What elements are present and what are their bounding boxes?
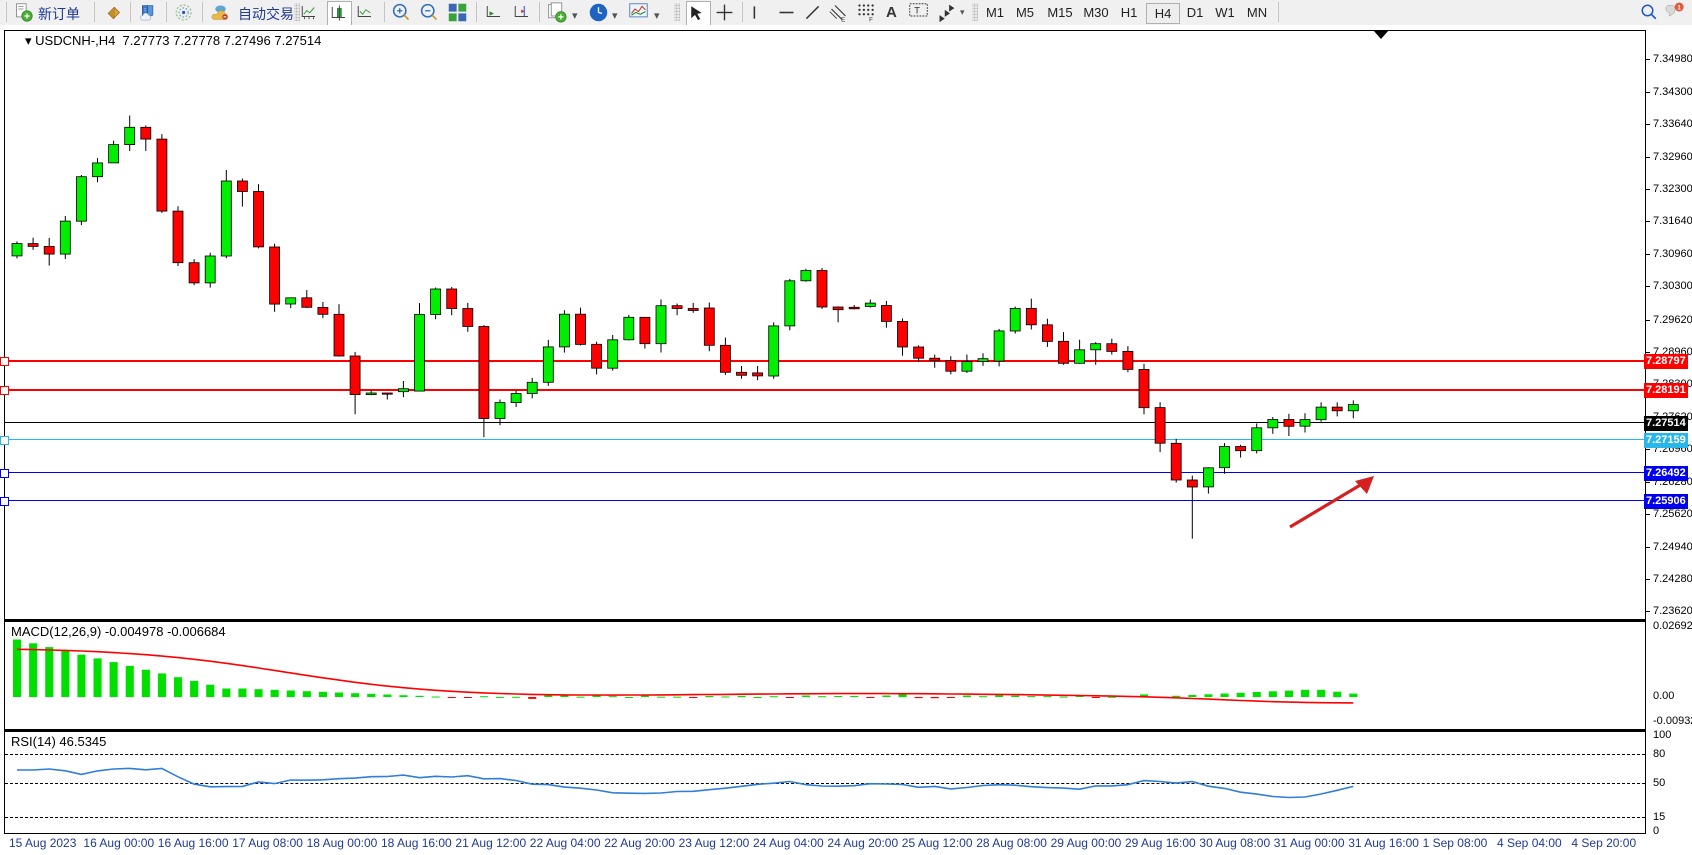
svg-text:F: F xyxy=(869,16,873,23)
svg-text:1: 1 xyxy=(1677,5,1681,12)
svg-text:E: E xyxy=(841,16,845,23)
svg-text:T: T xyxy=(914,5,920,16)
